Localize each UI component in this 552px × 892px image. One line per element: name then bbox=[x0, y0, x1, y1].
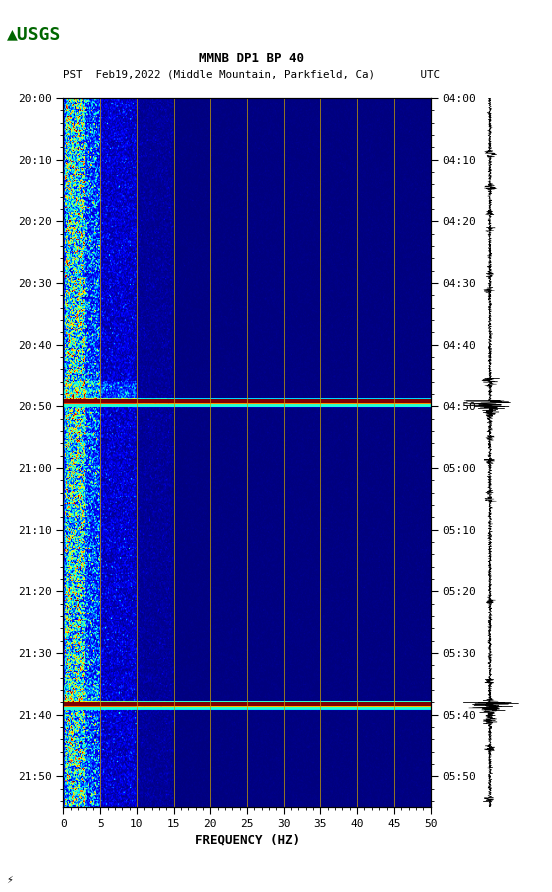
X-axis label: FREQUENCY (HZ): FREQUENCY (HZ) bbox=[194, 833, 300, 847]
Text: ⚡: ⚡ bbox=[7, 875, 13, 885]
Text: ▲USGS: ▲USGS bbox=[7, 25, 61, 43]
Text: PST  Feb19,2022 (Middle Mountain, Parkfield, Ca)       UTC: PST Feb19,2022 (Middle Mountain, Parkfie… bbox=[63, 70, 439, 80]
Text: MMNB DP1 BP 40: MMNB DP1 BP 40 bbox=[199, 53, 304, 65]
